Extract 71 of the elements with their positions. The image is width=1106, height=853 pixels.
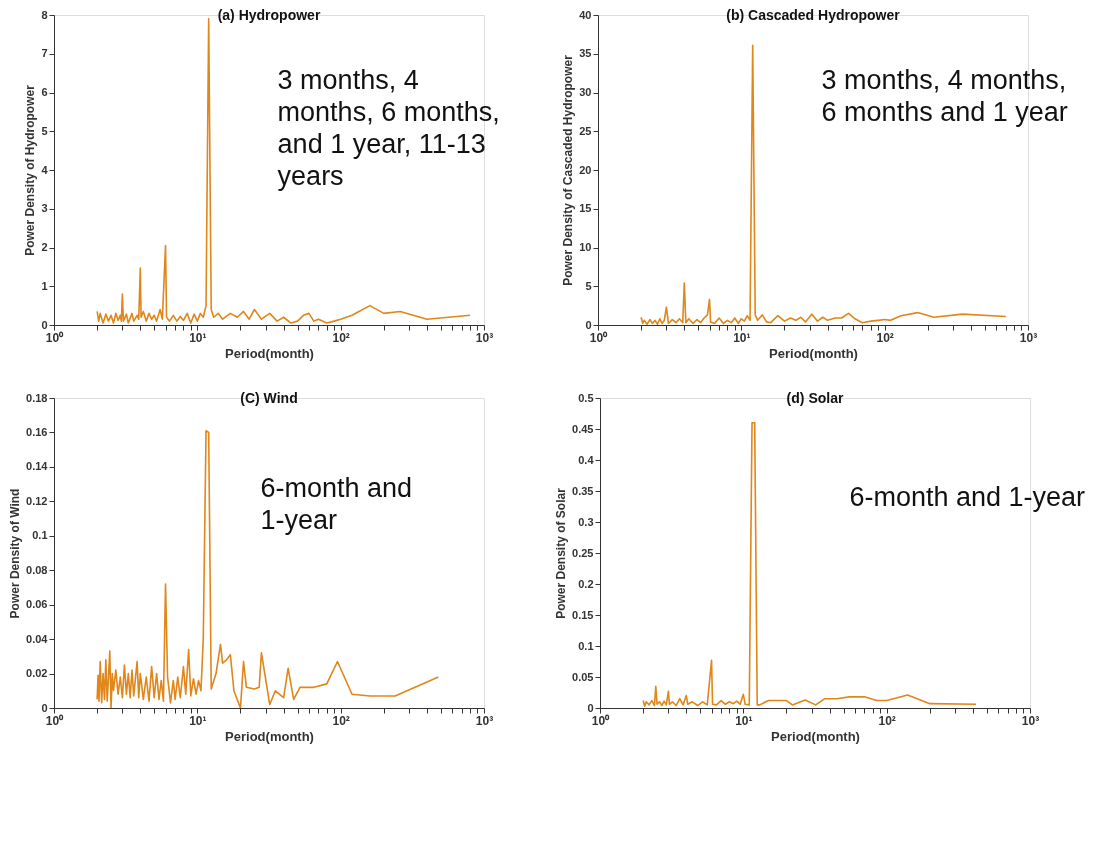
y-tick-label: 10 xyxy=(579,241,592,253)
x-tick-label: 10⁰ xyxy=(589,330,609,345)
x-tick-label: 10⁰ xyxy=(45,330,65,345)
y-tick-label: 0.1 xyxy=(32,529,48,542)
y-tick-label: 0.4 xyxy=(578,453,595,466)
x-tick-label: 10⁰ xyxy=(45,713,65,728)
y-tick-label: 0 xyxy=(587,701,594,714)
y-axis-title: Power Density of Cascaded Hydropower xyxy=(561,54,576,286)
x-tick-label: 10³ xyxy=(475,713,494,728)
chart-title: (d) Solar xyxy=(786,390,844,406)
y-tick-label: 40 xyxy=(579,8,592,21)
y-tick-label: 0.06 xyxy=(26,598,48,611)
chart-title: (b) Cascaded Hydropower xyxy=(726,7,901,23)
y-tick-label: 0.3 xyxy=(578,515,594,528)
y-tick-label: 0.45 xyxy=(572,422,594,435)
y-tick-label: 0.1 xyxy=(578,639,594,652)
y-tick-label: 0.12 xyxy=(26,494,48,507)
y-tick-label: 1 xyxy=(41,279,48,292)
y-tick-label: 0.15 xyxy=(572,608,594,621)
x-tick-label: 10³ xyxy=(1021,713,1040,728)
y-tick-label: 0.04 xyxy=(26,632,49,645)
y-tick-label: 0.02 xyxy=(26,667,48,680)
y-tick-label: 4 xyxy=(41,163,49,176)
y-tick-label: 0.5 xyxy=(578,391,594,404)
x-tick-label: 10² xyxy=(332,713,350,728)
y-tick-label: 0.14 xyxy=(26,460,49,473)
y-tick-label: 0.05 xyxy=(572,670,594,683)
y-tick-label: 7 xyxy=(41,47,48,60)
x-tick-label: 10¹ xyxy=(189,330,207,345)
y-tick-label: 35 xyxy=(579,47,592,60)
x-tick-label: 10³ xyxy=(1019,330,1038,345)
y-tick-label: 8 xyxy=(41,8,48,21)
y-tick-label: 30 xyxy=(579,86,592,98)
y-tick-label: 6 xyxy=(41,86,48,98)
x-axis-title: Period(month) xyxy=(225,345,314,361)
y-axis-title: Power Density of Wind xyxy=(8,488,23,619)
y-tick-label: 0.16 xyxy=(26,425,48,438)
y-tick-label: 0.18 xyxy=(26,391,48,404)
y-tick-label: 2 xyxy=(41,241,48,253)
y-tick-label: 5 xyxy=(41,124,48,137)
annotation: 6-month and 1-year xyxy=(260,472,413,535)
y-tick-label: 0.2 xyxy=(578,577,594,590)
y-tick-label: 20 xyxy=(579,163,592,176)
y-tick-label: 0 xyxy=(41,318,48,331)
x-tick-label: 10⁰ xyxy=(591,713,611,728)
x-tick-label: 10³ xyxy=(475,330,494,345)
y-tick-label: 0.25 xyxy=(572,546,594,559)
y-tick-label: 0 xyxy=(41,701,48,714)
annotation: 3 months, 4 months, 6 months, and 1 year, 11-13 years xyxy=(277,64,500,191)
x-tick-label: 10¹ xyxy=(733,330,751,345)
x-tick-label: 10¹ xyxy=(189,713,207,728)
y-tick-label: 0.08 xyxy=(26,563,48,576)
annotation: 3 months, 4 months, 6 months and 1 year xyxy=(821,64,1068,127)
annotation: 6-month and 1-year xyxy=(849,481,1086,512)
chart-title: (C) Wind xyxy=(240,390,298,406)
x-axis-title: Period(month) xyxy=(771,728,860,744)
y-tick-label: 5 xyxy=(585,279,592,292)
y-tick-label: 15 xyxy=(579,202,592,215)
x-tick-label: 10² xyxy=(332,330,350,345)
y-tick-label: 0 xyxy=(585,318,592,331)
x-tick-label: 10² xyxy=(876,330,894,345)
y-tick-label: 0.35 xyxy=(572,484,594,497)
x-axis-title: Period(month) xyxy=(769,345,858,361)
x-axis-title: Period(month) xyxy=(225,728,314,744)
y-axis-title: Power Density of Solar xyxy=(554,487,569,619)
x-tick-label: 10² xyxy=(878,713,896,728)
y-tick-label: 25 xyxy=(579,124,592,137)
y-tick-label: 3 xyxy=(41,202,48,215)
x-tick-label: 10¹ xyxy=(735,713,753,728)
chart-title: (a) Hydropower xyxy=(217,7,321,23)
y-axis-title: Power Density of Hydropower xyxy=(23,84,38,256)
